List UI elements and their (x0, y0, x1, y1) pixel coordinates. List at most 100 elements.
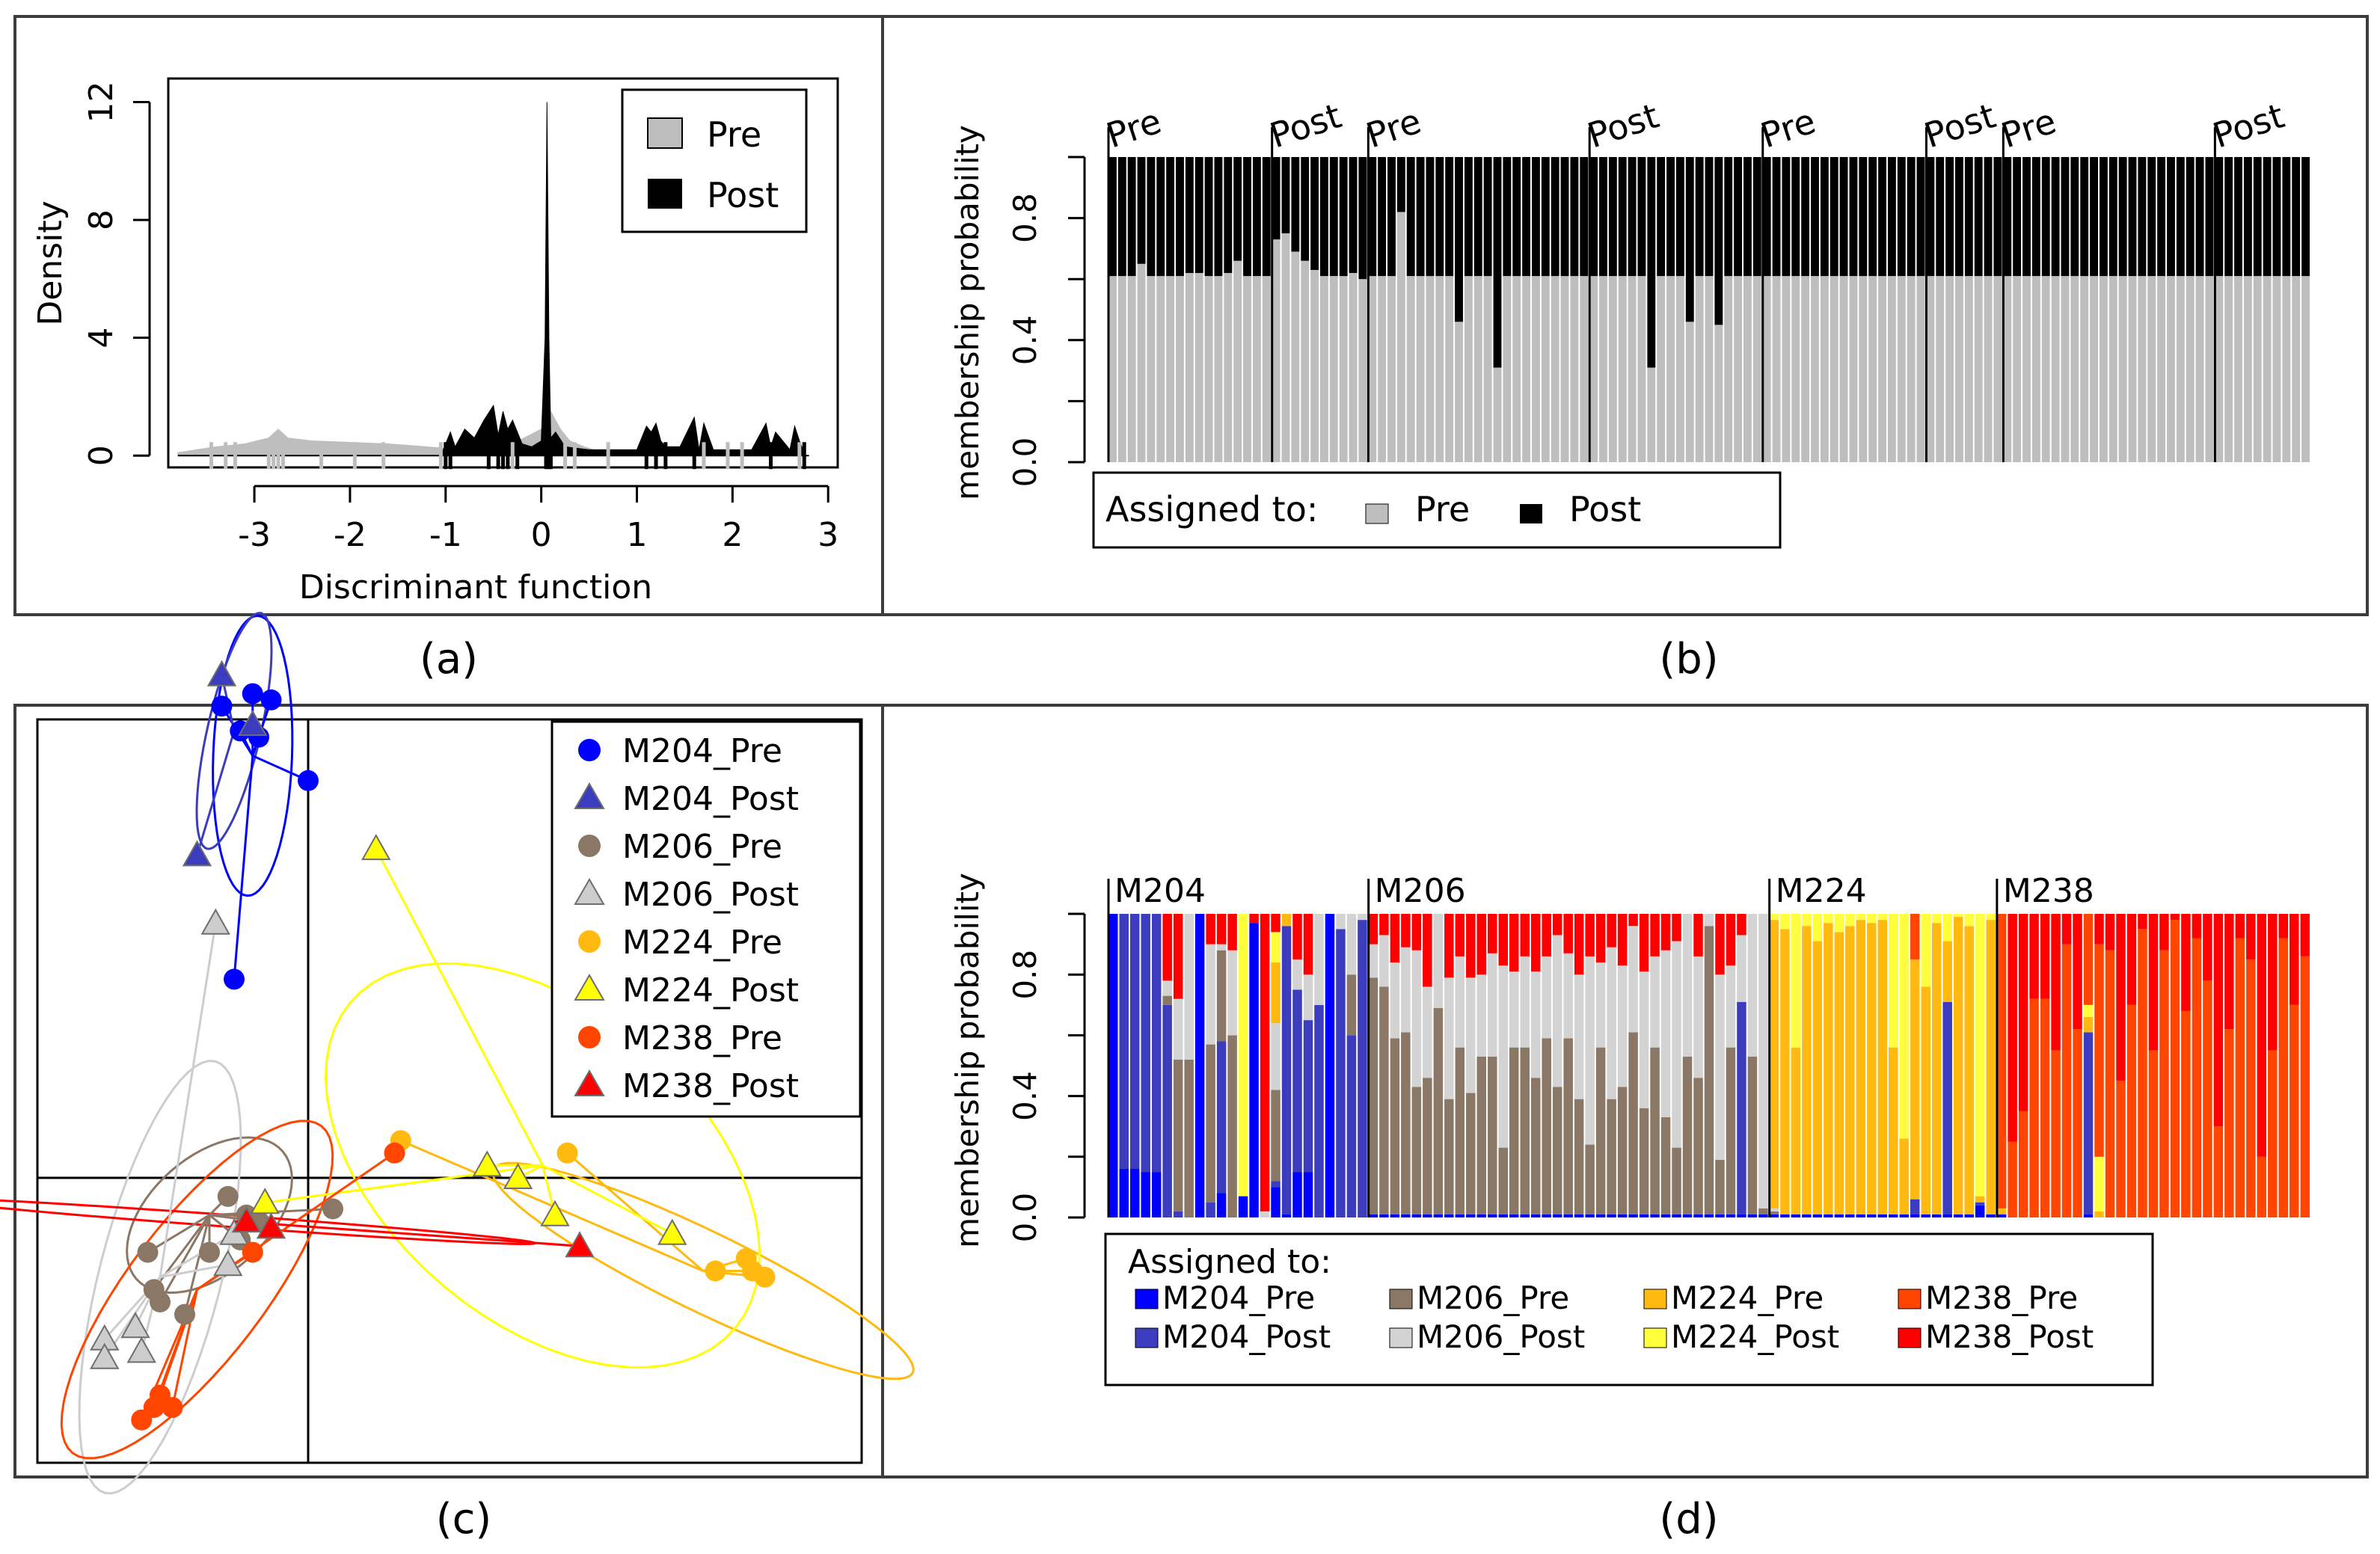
d-bar-seg-m206-post (1758, 914, 1768, 1209)
d-bar-seg-m238-post (1227, 914, 1237, 950)
b-bar-post (1416, 157, 1425, 277)
d-bar-seg-m238-post (1520, 914, 1530, 956)
b-bar-pre (2080, 276, 2089, 462)
b-bar-pre (1320, 276, 1328, 462)
d-bar-seg-m224-post (2094, 1156, 2104, 1211)
d-bar-seg-m238-post (1650, 914, 1660, 956)
b-bar-post (1907, 157, 1916, 277)
d-bar-seg-m204-pre (1942, 1214, 1952, 1217)
b-bar-post (1310, 157, 1319, 270)
d-bar-seg-m206-post (1488, 953, 1497, 1057)
d-bar-seg-m238-pre (2181, 1010, 2191, 1217)
b-bar-post (1878, 157, 1886, 277)
b-bar-pre (2301, 276, 2310, 462)
d-legend-swatch (1135, 1327, 1159, 1348)
b-bar-pre (1820, 276, 1829, 462)
b-bar-pre (1868, 276, 1877, 462)
b-bar-post (2215, 157, 2224, 277)
b-bar-pre (1887, 276, 1896, 462)
d-bar-seg-m224-post (1856, 914, 1866, 921)
d-bar-seg-m238-post (1390, 914, 1400, 962)
b-bar-pre (1551, 276, 1559, 462)
b-bar-pre (2147, 276, 2156, 462)
b-bar-pre (1839, 276, 1848, 462)
b-bar-pre (1473, 276, 1482, 462)
d-bar-seg-m224-pre (1802, 926, 1812, 1214)
d-bar-seg-m204-pre (1509, 1214, 1519, 1217)
d-bar-seg-m206-pre (1346, 974, 1357, 1036)
d-bar-seg-m238-post (2008, 914, 2017, 1142)
d-bar-seg-m238-post (1607, 914, 1616, 948)
d-bar-seg-m224-pre (1910, 959, 1920, 1200)
d-bar-seg-m204-pre (1444, 1214, 1454, 1217)
d-bar-seg-m206-post (1563, 953, 1573, 1039)
b-bar-pre (1301, 260, 1310, 462)
b-bar-post (1252, 157, 1261, 277)
scatter-point-triangle (206, 660, 237, 687)
d-bar-seg-m224-pre (1964, 926, 1974, 1214)
d-bar-seg-m206-post (1162, 980, 1172, 996)
d-bar-seg-m238-post (1368, 914, 1378, 945)
b-bar-post (2128, 157, 2137, 277)
d-bar-seg-m206-pre (1542, 1038, 1551, 1214)
b-bar-pre (2253, 276, 2262, 462)
d-bar-seg-m204-pre (1476, 1214, 1487, 1217)
b-bar-pre (2051, 276, 2060, 462)
d-bar-seg-m238-pre (2018, 1111, 2028, 1217)
d-group-label: M206 (1375, 872, 1466, 910)
scatter-point-circle (211, 695, 233, 717)
scatter-ellipse (324, 962, 761, 1369)
d-bar-seg-m204-pre (1986, 1214, 1996, 1217)
d-bar-seg-m206-pre (1173, 1059, 1183, 1211)
b-group-label: Pre (1996, 101, 2061, 156)
d-bar-seg-m204-pre (1325, 914, 1335, 1217)
d-bar-seg-m204-pre (1271, 1187, 1281, 1217)
d-bar-seg-m204-pre (1617, 1214, 1628, 1217)
b-bar-pre (2022, 276, 2031, 462)
d-bar-seg-m206-post (1574, 974, 1584, 1099)
d-bar-seg-m238-post (1628, 914, 1638, 927)
density-legend: Pre Post (621, 88, 808, 233)
d-bar-seg-m238-post (1693, 914, 1703, 956)
d-bar-seg-m206-post (1704, 914, 1714, 927)
d-bar-seg-m206-post (1368, 944, 1378, 978)
b-bar-pre (1291, 251, 1300, 462)
b-bar-post (2176, 157, 2185, 277)
scatter-point-triangle (565, 1231, 595, 1258)
d-bar-seg-m204-post (1910, 1199, 1920, 1214)
b-bar-post (2234, 157, 2242, 277)
d-bar-seg-m238-post (2094, 914, 2104, 945)
d-bar-seg-m206-pre (1530, 1078, 1541, 1214)
d-bar-seg-m204-pre (1682, 1214, 1693, 1217)
d-bar-seg-m206-post (1401, 947, 1411, 1033)
d-bar-seg-m206-post (1466, 977, 1476, 1093)
d-group-label: M204 (1114, 872, 1206, 910)
d-bar-seg-m206-pre (1726, 1047, 1736, 1214)
d-bar-seg-m238-post (2246, 914, 2256, 959)
d-bar-seg-m206-pre (1672, 1147, 1681, 1214)
d-bar-seg-m224-post (1238, 914, 1248, 1197)
d-bar-seg-m204-pre (1303, 1172, 1313, 1217)
d-bar-seg-m204-post (1281, 926, 1292, 1214)
density-x-tick-label: 2 (722, 516, 743, 554)
b-bar-post (1493, 157, 1502, 368)
b-bar-post (1396, 157, 1405, 212)
d-bar-seg-m206-pre (1563, 1038, 1573, 1214)
d-bar-seg-m204-pre (1238, 1196, 1248, 1217)
b-bar-pre (1493, 367, 1502, 462)
b-bar-pre (1695, 276, 1704, 462)
b-bar-pre (1675, 276, 1684, 462)
b-bar-pre (1762, 276, 1771, 462)
d-bar-seg-m204-pre (1520, 1214, 1530, 1217)
d-bar-seg-m206-post (1530, 971, 1541, 1078)
b-bar-post (2147, 157, 2156, 277)
d-legend-swatch (1389, 1289, 1413, 1309)
d-bar-seg-m204-pre (1379, 1214, 1389, 1217)
b-bar-pre (1503, 276, 1512, 462)
b-bar-post (1378, 157, 1387, 277)
b-bar-pre (2272, 276, 2281, 462)
d-bar-seg-m204-pre (1368, 1214, 1378, 1217)
d-bar-seg-m238-post (1379, 914, 1389, 936)
d-bar-seg-m206-pre (1184, 1059, 1194, 1217)
d-bar-seg-m238-post (2073, 914, 2082, 1030)
